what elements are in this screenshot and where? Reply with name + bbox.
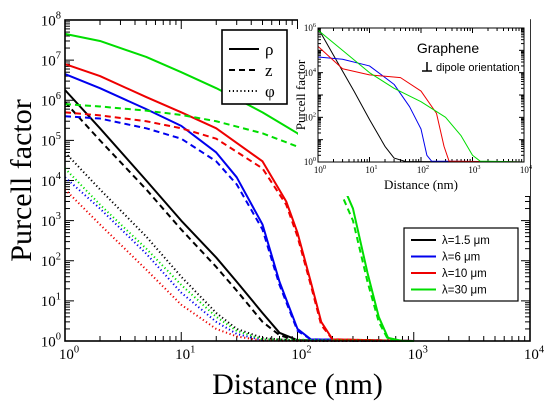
y-tick-label: 104	[41, 171, 62, 190]
orientation-legend-label: z	[265, 61, 273, 80]
y-tick-label: 107	[41, 51, 61, 70]
inset-chart: 100 101 102 103 104 100 102 104 106 Distance (nm)…	[293, 18, 533, 196]
orientation-legend-box	[221, 29, 288, 105]
wavelength-legend-label: λ=6 μm	[442, 252, 480, 264]
series-z-λ=30 μm	[64, 103, 414, 342]
series-ρ-λ=6 μm	[64, 73, 414, 342]
y-tick-label: 108	[41, 11, 61, 30]
inset-y-tick-label: 102	[304, 111, 316, 122]
x-tick-label: 102	[291, 344, 311, 363]
y-tick-label: 101	[41, 291, 61, 310]
orientation-legend: ρzφ	[221, 29, 288, 105]
inset-background	[298, 18, 530, 196]
inset-series-λ=30 μm	[317, 29, 525, 163]
wavelength-legend-item: λ=6 μm	[411, 252, 480, 264]
inset-x-tick-label: 103	[468, 164, 480, 175]
series-φ-λ=10 μm	[64, 188, 414, 342]
series-z-λ=10 μm	[64, 111, 414, 342]
series-ρ-λ=1.5 μm	[64, 89, 414, 342]
dipole-arrow-icon	[422, 62, 432, 72]
y-tick-label: 106	[41, 91, 61, 110]
inset-annotation-note: dipole orientation	[436, 62, 520, 74]
orientation-legend-item: z	[229, 61, 273, 80]
x-tick-label: 101	[175, 344, 195, 363]
series-φ-λ=6 μm	[64, 176, 414, 342]
inset-x-tick-label: 104	[520, 164, 533, 175]
inset-y-axis-title: Purcell factor	[293, 59, 308, 130]
y-axis-title: Purcell factor	[5, 99, 38, 261]
inset-y-tick-label: 104	[304, 67, 317, 78]
wavelength-legend-label: λ=10 μm	[442, 268, 487, 280]
inset-x-tick-label: 102	[417, 164, 429, 175]
inset-x-axis-title: Distance (nm)	[384, 177, 458, 192]
y-tick-label: 100	[41, 332, 61, 351]
orientation-legend-item: φ	[229, 82, 275, 101]
series-ρ-λ=10 μm	[64, 63, 414, 342]
wavelength-legend-label: λ=1.5 μm	[442, 235, 490, 247]
wavelength-legend-item: λ=1.5 μm	[411, 235, 490, 247]
orientation-legend-item: ρ	[229, 40, 273, 59]
y-tick-label: 103	[41, 211, 61, 230]
x-tick-label: 103	[408, 344, 428, 363]
inset-series-λ=6 μm	[317, 56, 525, 163]
inset-annotation: Graphene dipole orientation	[417, 40, 520, 74]
inset-y-tick-label: 100	[304, 156, 316, 167]
x-axis-title: Distance (nm)	[212, 368, 383, 401]
wavelength-legend-item: λ=30 μm	[411, 285, 487, 297]
wavelength-legend: λ=1.5 μm λ=6 μm λ=10 μm λ=30 μm	[403, 227, 519, 302]
inset-y-tick-label: 106	[304, 22, 316, 33]
series-z-λ=1.5 μm	[64, 101, 414, 342]
inset-plot-frame	[317, 27, 525, 163]
main-chart: 100 101 102 103 104 100 101 102 103 104 105 106 107 1…	[5, 11, 545, 402]
series-z-λ=6 μm	[64, 115, 414, 342]
inset-x-tick-label: 100	[314, 164, 326, 175]
inset-series-λ=10 μm	[317, 46, 525, 163]
inset-annotation-title: Graphene	[417, 40, 479, 56]
inset-x-tick-label: 101	[365, 164, 377, 175]
orientation-legend-label: φ	[265, 82, 275, 101]
series-φ-λ=30 μm	[64, 167, 414, 342]
x-tick-label: 100	[59, 344, 79, 363]
x-tick-label: 104	[524, 344, 545, 363]
wavelength-legend-label: λ=30 μm	[442, 285, 487, 297]
wavelength-legend-item: λ=10 μm	[411, 268, 487, 280]
y-tick-label: 102	[41, 251, 61, 270]
inset-series-λ=1.5 μm	[317, 27, 525, 163]
y-tick-label: 105	[41, 131, 61, 150]
inset-series-group	[317, 27, 525, 163]
orientation-legend-label: ρ	[265, 40, 273, 59]
